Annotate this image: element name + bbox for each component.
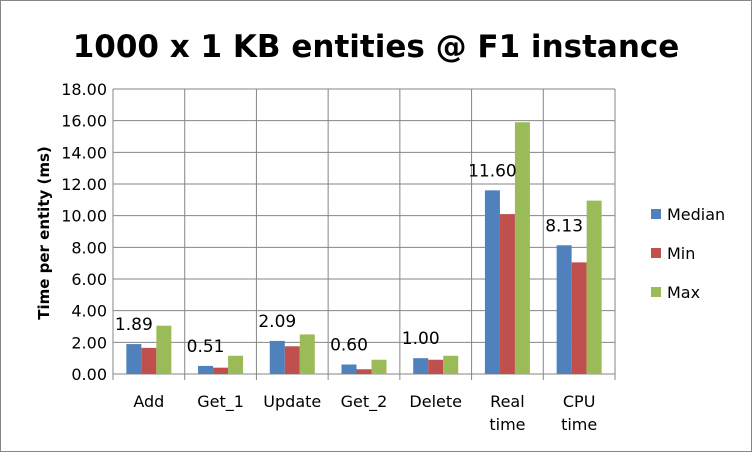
y-tick-label: 12.00 xyxy=(61,175,107,194)
bar-max xyxy=(299,334,315,374)
legend-swatch xyxy=(651,248,661,258)
x-tick-label: Get_1 xyxy=(197,392,244,412)
bar-min xyxy=(428,359,444,374)
x-tick-label: Add xyxy=(133,392,164,411)
y-tick-label: 14.00 xyxy=(61,143,107,162)
legend-label: Min xyxy=(667,244,695,263)
y-tick-label: 18.00 xyxy=(61,80,107,99)
y-tick-label: 4.00 xyxy=(71,302,107,321)
bar-median xyxy=(126,344,142,374)
bar-min xyxy=(213,367,229,374)
bar-median xyxy=(484,190,500,374)
data-label: 11.60 xyxy=(468,161,517,181)
bar-min xyxy=(571,262,587,374)
y-tick-label: 0.00 xyxy=(71,365,107,384)
data-label: 0.60 xyxy=(330,336,368,356)
legend-swatch xyxy=(651,209,661,219)
y-tick-label: 8.00 xyxy=(71,238,107,257)
y-tick-label: 2.00 xyxy=(71,333,107,352)
bar-max xyxy=(443,355,459,374)
data-label: 1.89 xyxy=(115,315,153,335)
legend-label: Median xyxy=(667,205,725,224)
data-label: 1.00 xyxy=(402,329,440,349)
bar-max xyxy=(586,200,602,374)
x-tick-label: CPU xyxy=(563,392,596,411)
bar-median xyxy=(269,340,285,374)
data-label: 8.13 xyxy=(545,216,583,236)
y-tick-label: 10.00 xyxy=(61,207,107,226)
x-tick-label: Real xyxy=(490,392,525,411)
bar-median xyxy=(341,364,357,374)
bar-min xyxy=(356,369,372,374)
x-tick-label: Delete xyxy=(409,392,462,411)
data-label: 0.51 xyxy=(187,337,225,357)
bar-max xyxy=(514,122,530,374)
y-tick-label: 6.00 xyxy=(71,270,107,289)
bar-max xyxy=(156,325,172,374)
bar-min xyxy=(499,214,515,374)
x-tick-label: time xyxy=(489,415,525,434)
legend-label: Max xyxy=(667,283,700,302)
legend-swatch xyxy=(651,287,661,297)
bar-max xyxy=(371,359,387,374)
chart-title: 1000 x 1 KB entities @ F1 instance xyxy=(73,29,680,65)
bar-median xyxy=(413,358,429,374)
bar-min xyxy=(284,346,300,374)
bar-median xyxy=(198,365,214,374)
bar-median xyxy=(556,245,572,374)
x-tick-label: Update xyxy=(263,392,321,411)
data-label: 2.09 xyxy=(258,312,296,332)
x-tick-label: Get_2 xyxy=(341,392,388,412)
bar-max xyxy=(228,355,244,374)
y-tick-label: 16.00 xyxy=(61,112,107,131)
bar-min xyxy=(141,347,157,374)
y-axis-label: Time per entity (ms) xyxy=(35,146,53,320)
x-tick-label: time xyxy=(561,415,597,434)
